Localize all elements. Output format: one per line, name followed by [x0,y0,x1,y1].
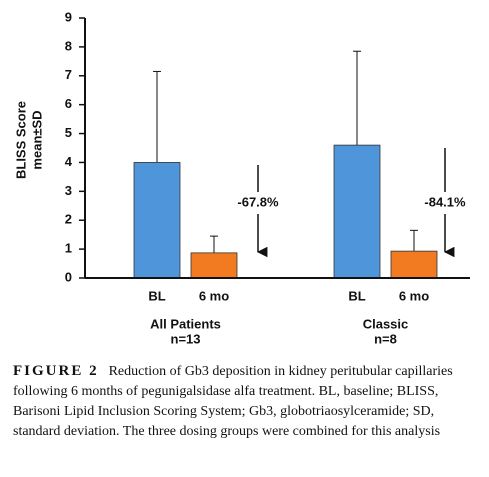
annotation-bg [421,192,469,214]
caption-label: FIGURE 2 [13,363,99,379]
annotation: -67.8% [237,194,279,209]
y-tick-label: 3 [65,183,72,198]
group-label: All Patients [150,316,221,331]
caption: FIGURE 2 Reduction of Gb3 deposition in k… [13,361,479,442]
bar [133,162,181,279]
y-tick-label: 2 [65,212,72,227]
x-tick-label: BL [148,288,165,303]
bar [390,250,438,279]
annotation: -84.1% [424,194,466,209]
group-n: n=13 [171,331,201,346]
y-tick-label: 8 [65,38,72,53]
y-tick-label: 5 [65,125,72,140]
y-tick-label: 9 [65,9,72,24]
y-tick-label: 1 [65,241,72,256]
chart: BLISS Score mean±SD 0 1 2 3 4 5 6 7 8 9 BL 6 mo All … [13,9,470,346]
x-tick-label: 6 mo [199,288,229,303]
y-tick-label: 7 [65,67,72,82]
group-label: Classic [363,316,409,331]
y-label: mean±SD [29,110,44,169]
y-label: BLISS Score [13,101,28,179]
bar [190,252,238,279]
x-tick-label: BL [348,288,365,303]
group-n: n=8 [374,331,397,346]
x-tick-label: 6 mo [399,288,429,303]
y-tick-label: 6 [65,96,72,111]
caption-text: Reduction of Gb3 deposition in kidney pe… [13,364,453,439]
bar [333,144,381,279]
y-tick-label: 4 [65,154,73,169]
y-tick-label: 0 [65,269,72,284]
annotation-bg [234,192,282,214]
